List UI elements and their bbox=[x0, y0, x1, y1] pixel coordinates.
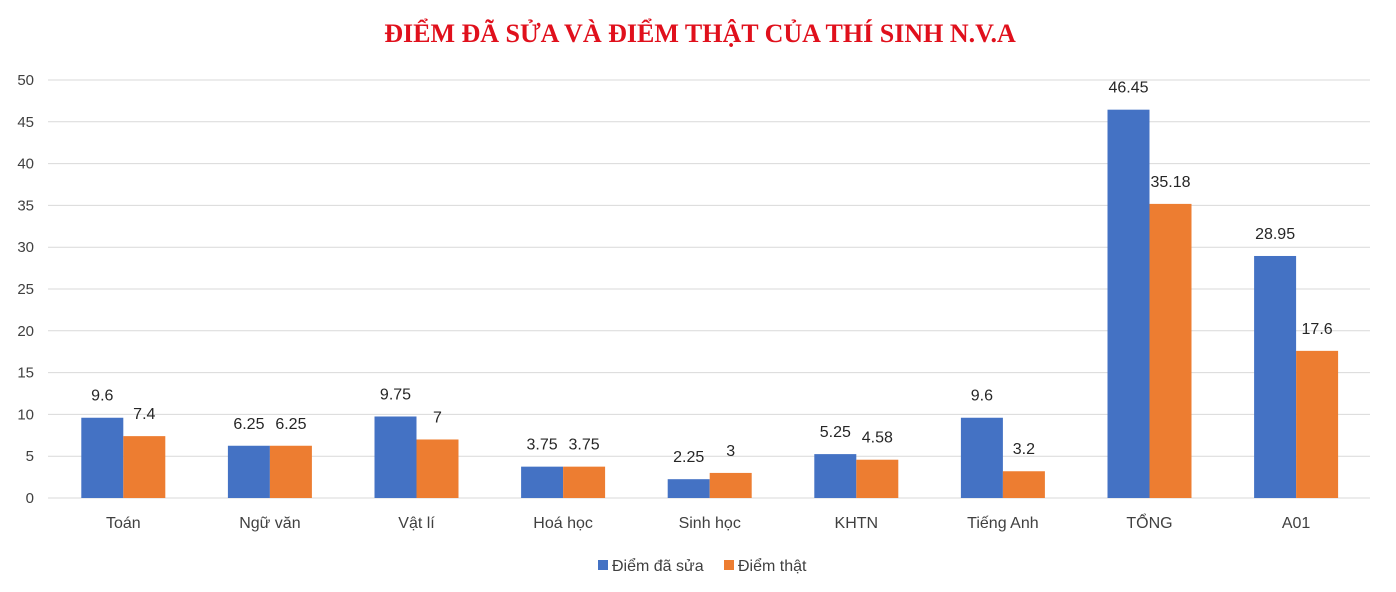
category-label: Hoá học bbox=[533, 515, 593, 532]
data-label: 3 bbox=[726, 443, 735, 460]
y-tick-label: 0 bbox=[26, 490, 34, 507]
category-label: KHTN bbox=[835, 515, 879, 532]
chart-title: ĐIỂM ĐÃ SỬA VÀ ĐIỂM THẬT CỦA THÍ SINH N.… bbox=[384, 19, 1016, 48]
bars bbox=[81, 109, 1339, 498]
category-label: A01 bbox=[1282, 515, 1311, 532]
legend-label: Điểm đã sửa bbox=[612, 557, 704, 575]
bar-edited bbox=[960, 417, 1003, 498]
bar-edited bbox=[374, 416, 417, 498]
bar-edited bbox=[667, 479, 710, 498]
category-label: Tiếng Anh bbox=[967, 515, 1038, 532]
data-label: 46.45 bbox=[1108, 80, 1148, 97]
data-label: 35.18 bbox=[1150, 174, 1190, 191]
y-tick-label: 10 bbox=[17, 406, 34, 423]
y-tick-label: 25 bbox=[17, 281, 34, 298]
legend-swatch bbox=[598, 560, 608, 570]
bar-real bbox=[563, 466, 606, 498]
category-label: Ngữ văn bbox=[239, 515, 300, 532]
data-labels: 9.6 7.4 6.25 6.25 9.75 7 3.75 3.75 2.25 3 5.25 4.58… bbox=[91, 80, 1333, 467]
bar-real bbox=[123, 436, 166, 498]
data-label: 4.58 bbox=[862, 430, 893, 447]
data-label: 6.25 bbox=[233, 416, 264, 433]
bar-edited bbox=[1107, 109, 1150, 498]
legend: Điểm đã sửa Điểm thật bbox=[598, 557, 807, 575]
data-label: 9.6 bbox=[971, 388, 993, 405]
legend-swatch bbox=[724, 560, 734, 570]
y-tick-label: 35 bbox=[17, 197, 34, 214]
data-label: 5.25 bbox=[820, 424, 851, 441]
data-label: 7.4 bbox=[133, 406, 155, 423]
data-label: 17.6 bbox=[1302, 321, 1333, 338]
y-tick-label: 40 bbox=[17, 156, 34, 173]
bar-real bbox=[856, 459, 899, 498]
y-tick-label: 45 bbox=[17, 114, 34, 131]
y-tick-label: 50 bbox=[17, 72, 34, 89]
data-label: 9.6 bbox=[91, 388, 113, 405]
x-axis-categories: Toán Ngữ văn Vật lí Hoá học Sinh học KHTN Tiến… bbox=[106, 513, 1310, 532]
y-tick-label: 15 bbox=[17, 365, 34, 382]
y-tick-label: 20 bbox=[17, 323, 34, 340]
bar-real bbox=[709, 472, 752, 498]
bar-edited bbox=[1254, 255, 1297, 498]
category-label: Toán bbox=[106, 515, 141, 532]
y-tick-label: 5 bbox=[26, 448, 34, 465]
data-label: 28.95 bbox=[1255, 226, 1295, 243]
bar-real bbox=[269, 445, 312, 498]
data-label: 3.75 bbox=[527, 437, 558, 454]
category-label: Sinh học bbox=[679, 515, 741, 532]
data-label: 2.25 bbox=[673, 449, 704, 466]
legend-label: Điểm thật bbox=[738, 557, 807, 575]
y-axis-ticks: 0 5 10 15 20 25 30 35 40 45 50 bbox=[17, 72, 34, 507]
data-label: 3.2 bbox=[1013, 441, 1035, 458]
bar-edited bbox=[521, 466, 564, 498]
bar-edited bbox=[81, 417, 124, 498]
bar-real bbox=[1296, 350, 1339, 498]
category-label: TỔNG bbox=[1126, 513, 1172, 532]
bar-real bbox=[1149, 203, 1192, 498]
data-label: 7 bbox=[433, 409, 442, 426]
y-tick-label: 30 bbox=[17, 239, 34, 256]
bar-real bbox=[1002, 471, 1045, 498]
data-label: 9.75 bbox=[380, 386, 411, 403]
data-label: 3.75 bbox=[569, 437, 600, 454]
category-label: Vật lí bbox=[398, 515, 435, 532]
bar-edited bbox=[814, 454, 857, 498]
bar-real bbox=[416, 439, 459, 498]
data-label: 6.25 bbox=[275, 416, 306, 433]
bar-edited bbox=[227, 445, 270, 498]
